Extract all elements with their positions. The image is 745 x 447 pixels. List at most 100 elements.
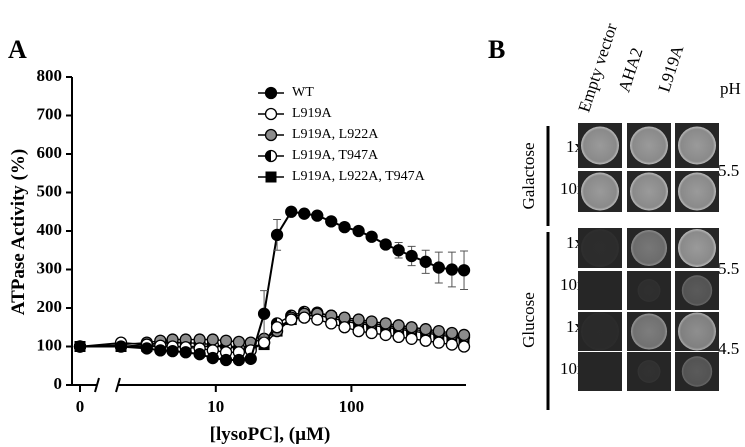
marker-shape (264, 128, 278, 142)
marker (379, 317, 392, 330)
marker (298, 207, 311, 220)
yeast-spot (678, 229, 716, 267)
marker-shape (419, 334, 432, 347)
yeast-spot (637, 279, 661, 302)
marker (392, 330, 405, 344)
marker (445, 338, 459, 351)
marker-shape (206, 333, 219, 346)
marker (285, 205, 298, 218)
marker-shape (457, 264, 471, 277)
ph-header: pH (720, 79, 741, 98)
marker (257, 307, 271, 320)
marker-shape (325, 215, 338, 228)
marker (405, 249, 418, 263)
marker-shape (405, 332, 418, 345)
yeast-spot (630, 126, 668, 165)
marker-shape (379, 238, 392, 251)
marker (270, 321, 284, 334)
legend-label: L919A, T947A (292, 148, 379, 163)
marker-shape (264, 86, 278, 100)
y-tick-label: 0 (54, 374, 63, 393)
marker-shape (392, 319, 405, 332)
y-tick-label: 100 (37, 335, 63, 354)
marker (352, 313, 365, 326)
marker-shape (264, 107, 278, 121)
marker (392, 319, 405, 332)
marker-shape (338, 220, 351, 234)
marker (365, 326, 378, 340)
marker-shape (166, 344, 179, 358)
panel-label: A (8, 35, 27, 64)
marker-shape (114, 340, 128, 353)
x-tick-label: 100 (339, 397, 365, 416)
marker (419, 323, 432, 336)
marker-shape (298, 311, 311, 324)
marker-shape (285, 205, 298, 218)
marker-shape (140, 342, 153, 355)
marker (232, 353, 246, 367)
marker (338, 321, 351, 334)
column-label: AHA2 (614, 45, 646, 94)
column-label: L919A (654, 42, 687, 94)
legend-label: WT (292, 85, 314, 100)
marker (311, 313, 324, 326)
marker-shape (154, 344, 167, 357)
marker (405, 332, 418, 345)
marker (445, 326, 459, 340)
marker (457, 340, 471, 353)
marker-shape (285, 313, 298, 326)
marker-shape (338, 321, 351, 334)
marker (257, 336, 271, 349)
legend-marker (264, 128, 278, 142)
ph-value: 5.5 (718, 161, 739, 180)
marker-shape (298, 207, 311, 220)
marker (419, 334, 432, 347)
yeast-spot (630, 313, 668, 350)
marker-shape (445, 263, 459, 276)
legend-label: L919A, L922A, T947A (292, 169, 426, 184)
yeast-spot (630, 172, 668, 211)
marker (140, 342, 153, 355)
axis-break (94, 377, 100, 393)
marker-shape (405, 321, 418, 334)
marker-shape (270, 321, 284, 334)
legend-marker (264, 149, 278, 163)
marker-shape (365, 326, 378, 340)
y-tick-label: 700 (37, 104, 63, 123)
marker-shape (457, 328, 471, 342)
legend-marker (264, 86, 278, 100)
marker (365, 230, 378, 243)
marker-shape (257, 336, 271, 349)
yeast-spot (581, 126, 619, 165)
marker (432, 324, 445, 338)
group-label: Galactose (519, 142, 538, 209)
marker (73, 340, 87, 353)
marker (166, 344, 179, 358)
panel-label: B (488, 35, 505, 64)
marker-shape (445, 326, 459, 340)
marker-shape (73, 340, 87, 353)
column-label: Empty vector (574, 21, 621, 115)
plate-cell (578, 271, 622, 310)
marker (325, 215, 338, 228)
x-axis-label: [lysoPC], (µM) (210, 424, 331, 445)
marker (285, 313, 298, 326)
marker-shape (179, 346, 192, 359)
marker (206, 351, 219, 365)
marker-shape (219, 334, 233, 347)
y-tick-label: 600 (37, 143, 63, 162)
yeast-spot (630, 229, 668, 267)
marker-shape (311, 313, 324, 326)
marker (244, 352, 257, 365)
yeast-spot (581, 229, 619, 267)
yeast-spot (581, 172, 619, 211)
y-tick-label: 400 (37, 220, 63, 239)
marker-shape (311, 209, 324, 222)
plate-cell (578, 352, 622, 391)
marker-shape (379, 317, 392, 330)
marker (432, 336, 445, 349)
panel-b: Empty vector AHA2 L919A pH Galactose Glu… (519, 21, 741, 410)
y-tick-label: 500 (37, 181, 63, 200)
marker-shape (232, 335, 246, 349)
